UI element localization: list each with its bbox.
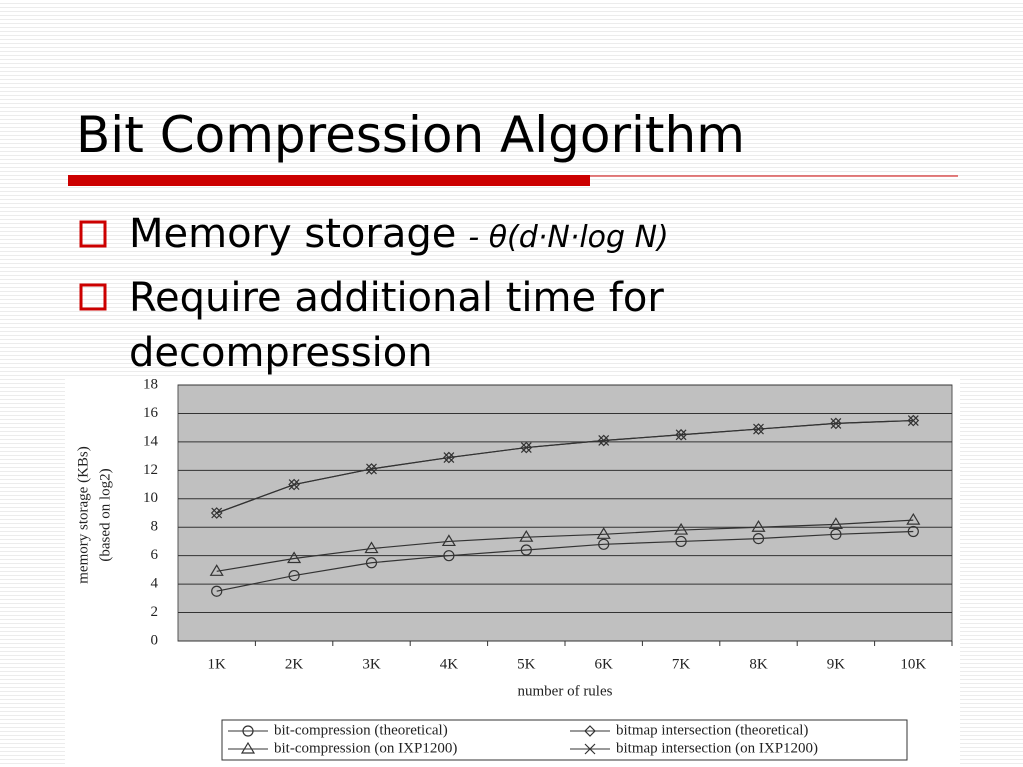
marker bbox=[365, 557, 378, 569]
marker bbox=[520, 544, 532, 556]
marker bbox=[209, 564, 224, 576]
plot-area bbox=[177, 384, 953, 642]
marker bbox=[675, 428, 687, 441]
bullet-text: Require additional time for bbox=[129, 275, 664, 321]
legend-label: bit-compression (on IXP1200) bbox=[274, 740, 457, 756]
marker bbox=[519, 530, 534, 542]
marker bbox=[753, 423, 764, 435]
marker bbox=[907, 525, 919, 538]
marker bbox=[287, 551, 302, 564]
series-line bbox=[216, 519, 914, 572]
marker bbox=[752, 423, 765, 435]
marker bbox=[584, 725, 596, 737]
x-axis-label: number of rules bbox=[518, 683, 613, 699]
marker bbox=[240, 741, 256, 754]
marker bbox=[443, 452, 455, 463]
bullet-icon bbox=[79, 220, 107, 248]
marker bbox=[211, 507, 223, 519]
slide-title: Bit Compression Algorithm bbox=[76, 106, 745, 164]
y-tick-label: 6 bbox=[151, 547, 159, 563]
marker bbox=[598, 538, 610, 550]
y-tick-label: 18 bbox=[143, 376, 158, 392]
series-line bbox=[216, 419, 914, 514]
x-tick-label: 2K bbox=[285, 656, 304, 672]
legend-label: bitmap intersection (on IXP1200) bbox=[616, 740, 818, 756]
marker bbox=[366, 463, 377, 475]
marker bbox=[520, 442, 532, 454]
y-tick-label: 12 bbox=[143, 462, 158, 478]
x-tick-label: 10K bbox=[900, 656, 926, 672]
legend-label: bitmap intersection (theoretical) bbox=[616, 722, 808, 738]
marker bbox=[906, 512, 921, 525]
marker bbox=[674, 522, 689, 535]
marker bbox=[830, 528, 842, 540]
y-tick-label: 4 bbox=[151, 576, 159, 592]
bullet-text: decompression bbox=[129, 330, 433, 376]
marker bbox=[597, 434, 610, 447]
x-tick-label: 1K bbox=[208, 656, 227, 672]
marker bbox=[907, 415, 919, 426]
marker bbox=[675, 429, 687, 441]
y-axis-label: (based on log2) bbox=[97, 468, 113, 561]
x-tick-label: 3K bbox=[362, 656, 381, 672]
marker bbox=[598, 435, 610, 446]
x-tick-label: 9K bbox=[827, 656, 846, 672]
marker bbox=[828, 517, 843, 529]
y-tick-label: 8 bbox=[151, 519, 159, 535]
marker bbox=[907, 414, 920, 427]
x-tick-label: 8K bbox=[749, 656, 768, 672]
bullet-icon bbox=[79, 283, 107, 311]
y-tick-label: 10 bbox=[143, 490, 158, 506]
marker bbox=[751, 520, 766, 532]
legend-label: bit-compression (theoretical) bbox=[274, 722, 448, 738]
x-tick-label: 5K bbox=[517, 656, 536, 672]
chart: memory storage (KBs) (based on log2) num… bbox=[65, 376, 960, 767]
y-axis-label: memory storage (KBs) bbox=[75, 446, 91, 583]
marker bbox=[288, 569, 300, 582]
marker bbox=[441, 534, 456, 547]
marker bbox=[288, 479, 300, 490]
marker bbox=[596, 527, 611, 539]
marker bbox=[584, 743, 596, 755]
legend bbox=[221, 719, 908, 761]
marker bbox=[830, 417, 842, 429]
marker bbox=[242, 725, 254, 737]
marker bbox=[752, 532, 765, 545]
y-tick-label: 2 bbox=[151, 604, 159, 620]
bullet-text: Memory storage bbox=[129, 211, 456, 257]
y-tick-label: 14 bbox=[143, 433, 159, 449]
title-bar bbox=[68, 175, 590, 186]
x-tick-label: 7K bbox=[672, 656, 691, 672]
bullet-text: Memory storage - θ(d·N·log N) bbox=[129, 211, 669, 257]
x-tick-label: 6K bbox=[595, 656, 614, 672]
marker bbox=[288, 478, 300, 491]
marker bbox=[443, 550, 455, 562]
marker bbox=[211, 585, 223, 597]
x-tick-label: 4K bbox=[440, 656, 459, 672]
marker bbox=[520, 441, 533, 454]
y-tick-label: 16 bbox=[143, 405, 159, 421]
marker bbox=[675, 535, 687, 548]
marker bbox=[364, 541, 379, 554]
marker bbox=[443, 451, 455, 464]
marker bbox=[830, 417, 842, 430]
series-line bbox=[216, 530, 914, 592]
bullet-formula: - θ(d·N·log N) bbox=[468, 220, 668, 255]
marker bbox=[365, 463, 378, 475]
y-tick-label: 0 bbox=[151, 632, 159, 648]
